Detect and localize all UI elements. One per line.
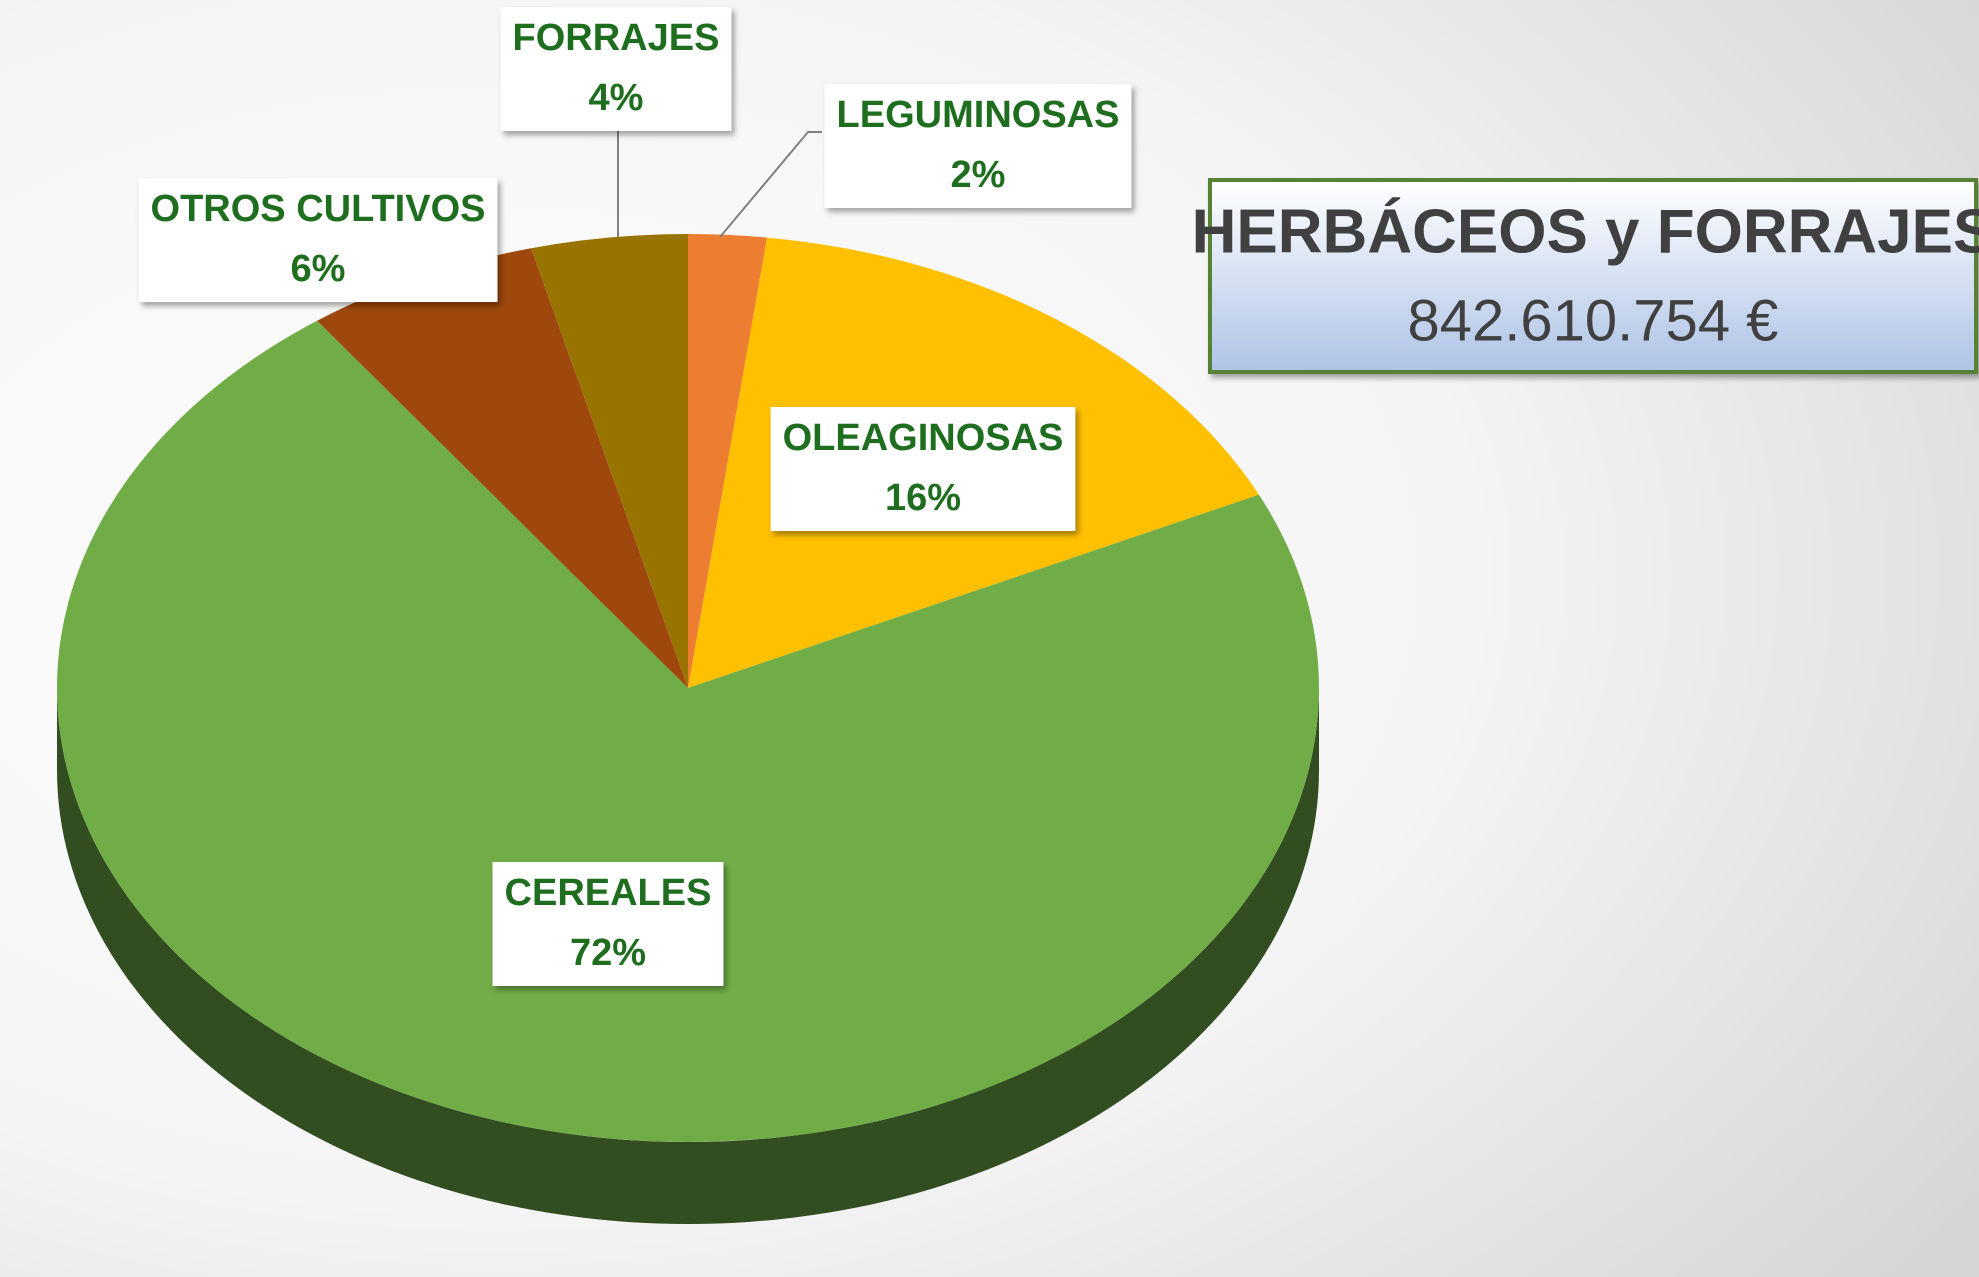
pie <box>57 234 1320 1224</box>
label-value: 72% <box>570 932 646 974</box>
data-label: CEREALES 72% <box>492 862 724 986</box>
leader-line <box>719 131 822 238</box>
data-label: FORRAJES 4% <box>500 7 732 131</box>
label-category: FORRAJES <box>513 17 720 59</box>
slice-side <box>57 688 1319 1224</box>
chart-subtitle: 842.610.754 € <box>1408 288 1779 353</box>
chart-title: HERBÁCEOS y FORRAJES <box>1192 197 1979 266</box>
label-category: OTROS CULTIVOS <box>151 188 486 230</box>
label-box <box>770 407 1076 531</box>
label-box <box>500 7 732 131</box>
slice <box>531 234 688 688</box>
data-label: OTROS CULTIVOS 6% <box>138 178 498 302</box>
label-box <box>824 84 1132 208</box>
label-value: 4% <box>589 77 644 119</box>
title-box <box>1208 178 1978 374</box>
label-value: 2% <box>951 154 1006 196</box>
slice <box>688 234 768 688</box>
label-box <box>492 862 724 986</box>
slice <box>317 248 688 688</box>
label-value: 16% <box>885 477 961 519</box>
data-label: OLEAGINOSAS 16% <box>770 407 1076 531</box>
label-category: CEREALES <box>505 872 712 914</box>
label-category: LEGUMINOSAS <box>837 94 1120 136</box>
label-value: 6% <box>291 248 346 290</box>
slice <box>57 320 1320 1142</box>
labels: LEGUMINOSAS 2% OLEAGINOSAS 16% CEREALES 72% OT… <box>138 7 1132 986</box>
label-box <box>138 178 498 302</box>
label-category: OLEAGINOSAS <box>783 417 1064 459</box>
data-label: LEGUMINOSAS 2% <box>824 84 1132 208</box>
